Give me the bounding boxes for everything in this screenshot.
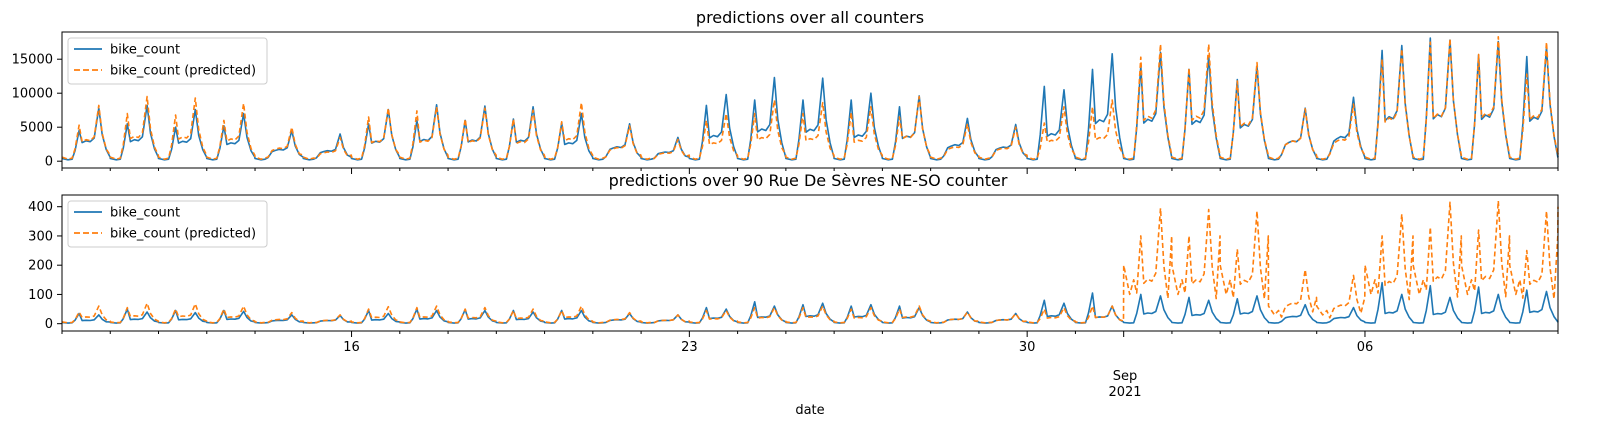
bottom-panel-y-tick-label: 100: [28, 288, 53, 303]
top-panel-series-predicted: [61, 36, 1559, 160]
top-panel-legend: bike_count bike_count (predicted): [67, 37, 268, 85]
bottom-panel-series-actual: [61, 281, 1559, 324]
top-panel-series-actual: [61, 37, 1559, 161]
top-panel-y-tick-label: 5000: [20, 121, 53, 136]
top-panel-y-tick-label: 15000: [12, 53, 53, 68]
bottom-panel-frame: [61, 194, 1559, 332]
top-panel-legend-label-actual: bike_count: [110, 43, 180, 58]
x-axis-label: date: [795, 403, 824, 418]
bottom-panel-x-ticks: 16 23 30 06: [61, 331, 1559, 355]
bottom-panel-lines: [61, 200, 1559, 324]
top-panel-x-ticks: [61, 168, 1559, 174]
top-panel-legend-box: [67, 37, 268, 85]
bottom-panel-y-tick-label: 400: [28, 200, 53, 215]
bottom-panel-legend-label-predicted: bike_count (predicted): [110, 227, 256, 242]
bottom-panel-legend-box: [67, 200, 268, 248]
top-panel-y-tick-label: 0: [45, 155, 53, 170]
bottom-panel-y-tick-label: 200: [28, 259, 53, 274]
top-panel-title: predictions over all counters: [696, 8, 924, 27]
top-panel-frame: [61, 31, 1559, 169]
bottom-panel-y-tick-label: 0: [45, 317, 53, 332]
bottom-panel-title: predictions over 90 Rue De Sèvres NE-SO …: [609, 171, 1008, 190]
bottom-panel-series-predicted: [61, 200, 1559, 324]
x-tick-label: 06: [1357, 340, 1374, 355]
bottom-panel-legend: bike_count bike_count (predicted): [67, 200, 268, 248]
x-tick-label: 16: [343, 340, 360, 355]
bottom-panel-y-ticks: 0 100 200 300 400: [28, 200, 62, 332]
top-panel: predictions over all counters 0 5000 10000…: [12, 8, 1559, 174]
top-panel-legend-label-predicted: bike_count (predicted): [110, 64, 256, 79]
x-tick-label: 23: [681, 340, 698, 355]
bottom-panel-legend-label-actual: bike_count: [110, 206, 180, 221]
x-tick-label: 30: [1019, 340, 1036, 355]
bottom-panel-y-tick-label: 300: [28, 229, 53, 244]
x-month-label: Sep: [1113, 369, 1138, 384]
top-panel-lines: [61, 36, 1559, 161]
top-panel-y-tick-label: 10000: [12, 87, 53, 102]
top-panel-y-ticks: 0 5000 10000 15000: [12, 53, 62, 170]
x-year-label: 2021: [1108, 385, 1141, 400]
bottom-panel: predictions over 90 Rue De Sèvres NE-SO …: [28, 171, 1559, 418]
